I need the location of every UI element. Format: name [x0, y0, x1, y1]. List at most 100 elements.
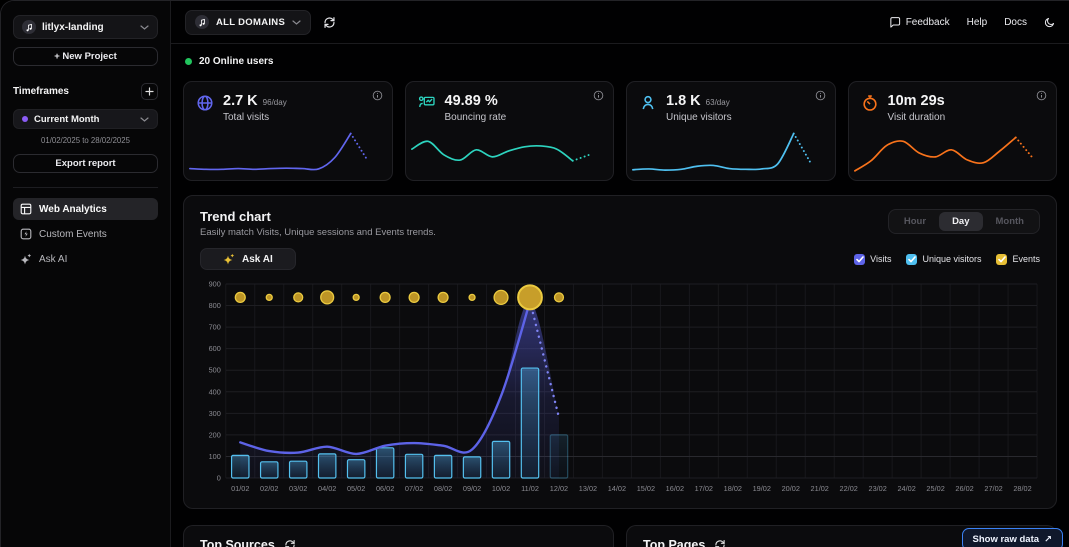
- sidebar: litlyx-landing + New Project Timeframes …: [1, 1, 171, 547]
- stat-label: Total visits: [223, 112, 270, 123]
- svg-text:800: 800: [209, 301, 221, 310]
- timeframe-selector[interactable]: Current Month: [13, 109, 158, 129]
- add-timeframe-button[interactable]: [141, 83, 158, 100]
- svg-text:11/02: 11/02: [521, 484, 539, 493]
- stat-label: Unique visitors: [666, 112, 732, 123]
- legend-label: Visits: [870, 254, 892, 264]
- stat-per-day: 63/day: [705, 98, 730, 107]
- svg-text:24/02: 24/02: [897, 484, 915, 493]
- show-raw-data-label: Show raw data: [972, 534, 1040, 545]
- stat-card-bouncing-rate: 49.89 % Bouncing rate: [404, 81, 614, 181]
- feedback-label: Feedback: [905, 16, 950, 28]
- info-icon[interactable]: [593, 90, 604, 101]
- sidebar-item-label: Custom Events: [39, 228, 107, 240]
- legend-visits[interactable]: Visits: [854, 253, 892, 265]
- svg-text:16/02: 16/02: [666, 484, 684, 493]
- zap-square-icon: [20, 228, 32, 240]
- legend-label: Events: [1012, 254, 1040, 264]
- svg-text:15/02: 15/02: [637, 484, 655, 493]
- arrow-up-right-icon: ↗: [1044, 534, 1052, 545]
- timeframe-dot-icon: [22, 116, 28, 122]
- litlyx-logo-icon: [195, 15, 209, 29]
- docs-link[interactable]: Docs: [1004, 16, 1027, 28]
- user-icon: [639, 94, 657, 112]
- legend-unique-visitors[interactable]: Unique visitors: [906, 253, 982, 265]
- svg-text:0: 0: [217, 473, 221, 482]
- svg-text:20/02: 20/02: [782, 484, 800, 493]
- ask-ai-label: Ask AI: [242, 253, 273, 265]
- sparkline-chart: [189, 132, 368, 171]
- chevron-down-icon: [140, 24, 149, 30]
- show-raw-data-button[interactable]: Show raw data ↗: [961, 528, 1063, 547]
- svg-text:26/02: 26/02: [955, 484, 973, 493]
- svg-text:17/02: 17/02: [695, 484, 713, 493]
- svg-text:10/02: 10/02: [492, 484, 510, 493]
- online-users: 20 Online users: [171, 44, 1069, 67]
- sidebar-item-ask-ai[interactable]: Ask AI: [13, 248, 158, 270]
- sidebar-item-web-analytics[interactable]: Web Analytics: [13, 198, 158, 220]
- svg-text:900: 900: [209, 279, 221, 288]
- trend-legend: Visits Unique visitors Events: [854, 253, 1040, 265]
- sparkline-chart: [853, 136, 1033, 172]
- svg-text:200: 200: [209, 430, 221, 439]
- checkbox-checked-icon: [854, 253, 866, 265]
- sparkles-icon: [223, 253, 235, 265]
- trend-chart[interactable]: 0 100 200 300 400 500 600 700 800 900 01/02 02/02 03…: [200, 276, 1040, 498]
- domain-selector[interactable]: ALL DOMAINS: [185, 9, 312, 35]
- checkbox-checked-icon: [996, 253, 1008, 265]
- feedback-link[interactable]: Feedback: [889, 16, 950, 28]
- svg-text:21/02: 21/02: [811, 484, 829, 493]
- sidebar-item-custom-events[interactable]: Custom Events: [13, 223, 158, 245]
- svg-text:700: 700: [209, 323, 221, 332]
- svg-text:500: 500: [209, 366, 221, 375]
- svg-text:02/02: 02/02: [260, 484, 278, 493]
- message-square-icon: [889, 16, 901, 28]
- timeframe-range: 01/02/2025 to 28/02/2025: [41, 136, 130, 145]
- help-link[interactable]: Help: [966, 16, 988, 28]
- granularity-hour[interactable]: Hour: [891, 212, 939, 231]
- stat-card-unique-visitors: 1.8 K 63/day Unique visitors: [626, 81, 836, 181]
- legend-label: Unique visitors: [922, 254, 982, 264]
- svg-text:22/02: 22/02: [840, 484, 858, 493]
- domain-selector-label: ALL DOMAINS: [216, 16, 286, 28]
- new-project-button[interactable]: + New Project: [13, 47, 158, 66]
- svg-text:600: 600: [209, 344, 221, 353]
- svg-text:100: 100: [209, 452, 221, 461]
- project-selector[interactable]: litlyx-landing: [13, 15, 158, 39]
- globe-icon: [196, 94, 214, 112]
- sidebar-item-label: Web Analytics: [39, 203, 107, 215]
- info-icon[interactable]: [1036, 90, 1047, 101]
- top-pages-title: Top Pages: [643, 538, 706, 547]
- sidebar-divider: [13, 187, 158, 188]
- svg-text:300: 300: [209, 409, 221, 418]
- main-content: ALL DOMAINS Feedback Help Docs: [171, 1, 1069, 547]
- svg-text:09/02: 09/02: [463, 484, 481, 493]
- ask-ai-button[interactable]: Ask AI: [200, 248, 296, 270]
- timeframe-selected: Current Month: [34, 113, 100, 125]
- project-name: litlyx-landing: [42, 21, 104, 33]
- granularity-month[interactable]: Month: [983, 212, 1038, 231]
- granularity-day[interactable]: Day: [939, 212, 983, 231]
- stat-label: Bouncing rate: [444, 112, 507, 123]
- stat-card-visit-duration: 10m 29s Visit duration: [847, 81, 1057, 181]
- moon-icon[interactable]: [1044, 17, 1055, 28]
- svg-text:400: 400: [209, 387, 221, 396]
- info-icon[interactable]: [815, 90, 826, 101]
- stat-value: 1.8 K: [666, 93, 701, 109]
- stats-row: 2.7 K 96/day Total visits: [171, 67, 1069, 181]
- svg-text:01/02: 01/02: [231, 484, 249, 493]
- refresh-icon[interactable]: [323, 16, 336, 29]
- info-icon[interactable]: [372, 90, 383, 101]
- export-report-button[interactable]: Export report: [13, 154, 158, 173]
- stat-label: Visit duration: [887, 112, 946, 123]
- litlyx-logo-icon: [22, 20, 36, 34]
- refresh-icon[interactable]: [714, 539, 726, 547]
- sparkline-chart: [410, 140, 590, 162]
- legend-events[interactable]: Events: [996, 253, 1040, 265]
- svg-text:23/02: 23/02: [869, 484, 887, 493]
- svg-text:18/02: 18/02: [724, 484, 742, 493]
- refresh-icon[interactable]: [284, 539, 296, 547]
- layout-dashboard-icon: [20, 203, 32, 215]
- chevron-down-icon: [292, 19, 301, 25]
